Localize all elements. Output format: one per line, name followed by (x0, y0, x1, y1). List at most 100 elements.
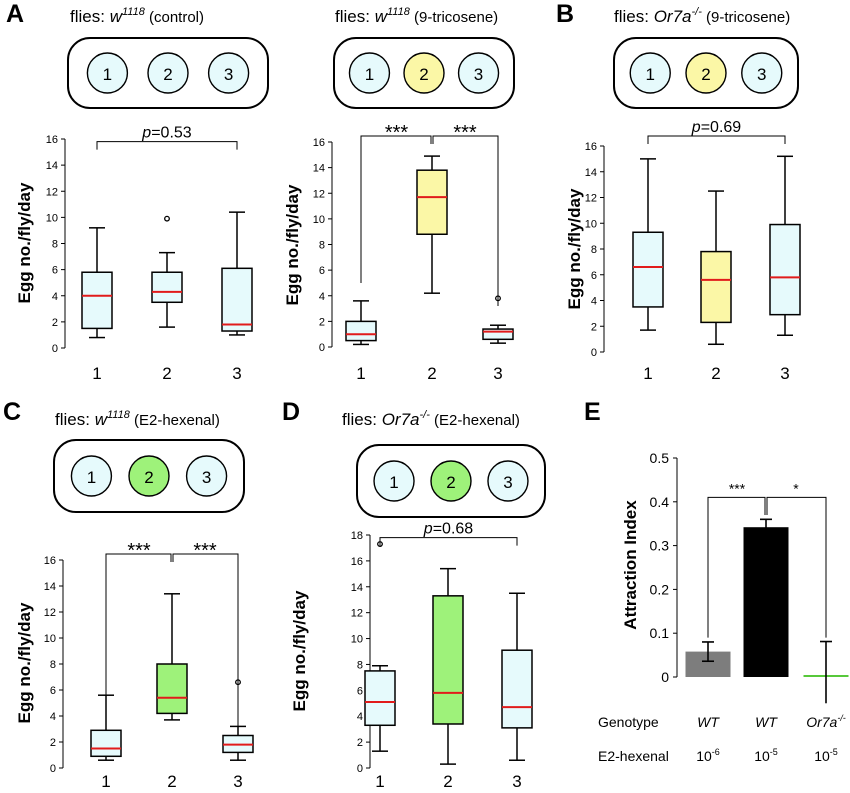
y-tick-label: 2 (52, 317, 58, 329)
y-tick-label: 12 (585, 193, 597, 205)
significance-stars-left: *** (729, 480, 746, 496)
y-tick-label: 0 (591, 347, 597, 359)
title-superscript: -/- (419, 409, 430, 421)
well-label: 2 (446, 473, 455, 492)
well-label: 1 (646, 65, 655, 84)
well-1 (70, 455, 113, 497)
title-condition: (E2-hexenal) (130, 412, 220, 429)
significance-bracket-right (766, 496, 827, 638)
well-label: 1 (365, 65, 374, 84)
well-1 (373, 460, 415, 502)
x-category-label: 1 (356, 364, 365, 383)
y-tick-label: 6 (50, 685, 56, 697)
y-tick-label: 4 (319, 291, 325, 303)
genotype-superscript: -/- (837, 713, 846, 723)
panel-title: flies: Or7a-/- (E2-hexenal) (342, 409, 520, 429)
title-genotype: w (375, 7, 389, 26)
y-tick-label: 2 (357, 737, 363, 749)
well-label: 3 (757, 65, 766, 84)
y-axis-label: Egg no./fly/day (15, 182, 34, 303)
significance-stars-right: * (793, 480, 799, 496)
y-tick-label: 14 (46, 160, 58, 172)
box-3 (482, 328, 514, 341)
well-3 (185, 455, 228, 497)
y-tick-label: 16 (313, 137, 325, 149)
p-value-label: p=0.69 (691, 119, 741, 136)
panel-a2: flies: w1118 (9-tricosene)1 2 302468101214… (283, 6, 515, 383)
panel-letter: B (556, 0, 574, 28)
y-axis-label: Egg no./fly/day (15, 602, 34, 723)
y-axis-label: Egg no./fly/day (290, 590, 309, 711)
well-label: 1 (389, 473, 398, 492)
title-condition: (E2-hexenal) (430, 412, 520, 429)
x-category-label: 1 (92, 364, 101, 383)
panel-letter: E (584, 398, 601, 426)
y-tick-label: 0.3 (650, 538, 670, 554)
y-axis-label: Egg no./fly/day (565, 188, 584, 309)
significance-bracket-left (105, 553, 172, 703)
genotype-value: WT (697, 714, 720, 730)
panel-title: flies: w1118 (control) (70, 6, 204, 26)
title-genotype: Or7a (382, 410, 420, 429)
p-symbol: p (141, 125, 151, 142)
well-3 (457, 52, 500, 94)
concentration-base: 10 (696, 748, 712, 764)
box-1 (345, 320, 377, 342)
y-tick-label: 12 (313, 188, 325, 200)
y-tick-label: 14 (313, 163, 325, 175)
p-symbol: p (423, 521, 433, 538)
genotype-row-label: Genotype (598, 714, 659, 730)
title-superscript: -/- (691, 6, 702, 18)
well-1 (348, 52, 391, 94)
y-tick-label: 10 (44, 633, 56, 645)
box-1 (632, 231, 664, 308)
box-2 (416, 169, 448, 235)
y-tick-label: 16 (46, 134, 58, 146)
well-1 (629, 52, 671, 94)
box-3 (769, 223, 801, 316)
y-tick-label: 10 (313, 214, 325, 226)
genotype-value: WT (755, 714, 778, 730)
y-tick-label: 8 (357, 659, 363, 671)
concentration-base: 10 (814, 748, 830, 764)
x-category-label: 2 (167, 772, 176, 791)
y-tick-label: 10 (46, 212, 58, 224)
y-tick-label: 8 (52, 239, 58, 251)
title-superscript: 1118 (387, 6, 411, 18)
title-condition: (control) (145, 9, 204, 26)
y-tick-label: 6 (319, 265, 325, 277)
significance-stars-left: *** (127, 540, 151, 562)
title-condition: (9-tricosene) (702, 9, 790, 26)
y-tick-label: 2 (319, 316, 325, 328)
concentration-value: 10-6 (696, 747, 720, 764)
title-genotype: w (95, 410, 109, 429)
hexenal-row-label: E2-hexenal (598, 748, 669, 764)
well-label: 1 (103, 65, 112, 84)
x-category-label: 2 (443, 772, 452, 791)
y-tick-label: 0 (319, 342, 325, 354)
x-category-label: 1 (375, 772, 384, 791)
p-symbol: p (691, 119, 701, 136)
concentration-value: 10-5 (754, 747, 778, 764)
significance-bracket-left (360, 135, 432, 283)
title-prefix: flies: (342, 410, 382, 429)
panel-title: flies: w1118 (9-tricosene) (335, 6, 498, 26)
title-prefix: flies: (55, 410, 95, 429)
y-tick-label: 6 (591, 270, 597, 282)
significance-bracket (647, 135, 786, 144)
y-tick-label: 16 (585, 141, 597, 153)
well-label: 2 (701, 65, 710, 84)
panel-letter: D (282, 398, 300, 426)
y-tick-label: 0.2 (650, 581, 670, 597)
p-value: =0.53 (151, 125, 192, 142)
title-superscript: 1118 (107, 409, 131, 421)
y-tick-label: 10 (585, 218, 597, 230)
y-axis-label: Egg no./fly/day (283, 184, 302, 305)
y-tick-label: 4 (591, 296, 597, 308)
well-2 (403, 52, 445, 94)
y-tick-label: 12 (44, 607, 56, 619)
